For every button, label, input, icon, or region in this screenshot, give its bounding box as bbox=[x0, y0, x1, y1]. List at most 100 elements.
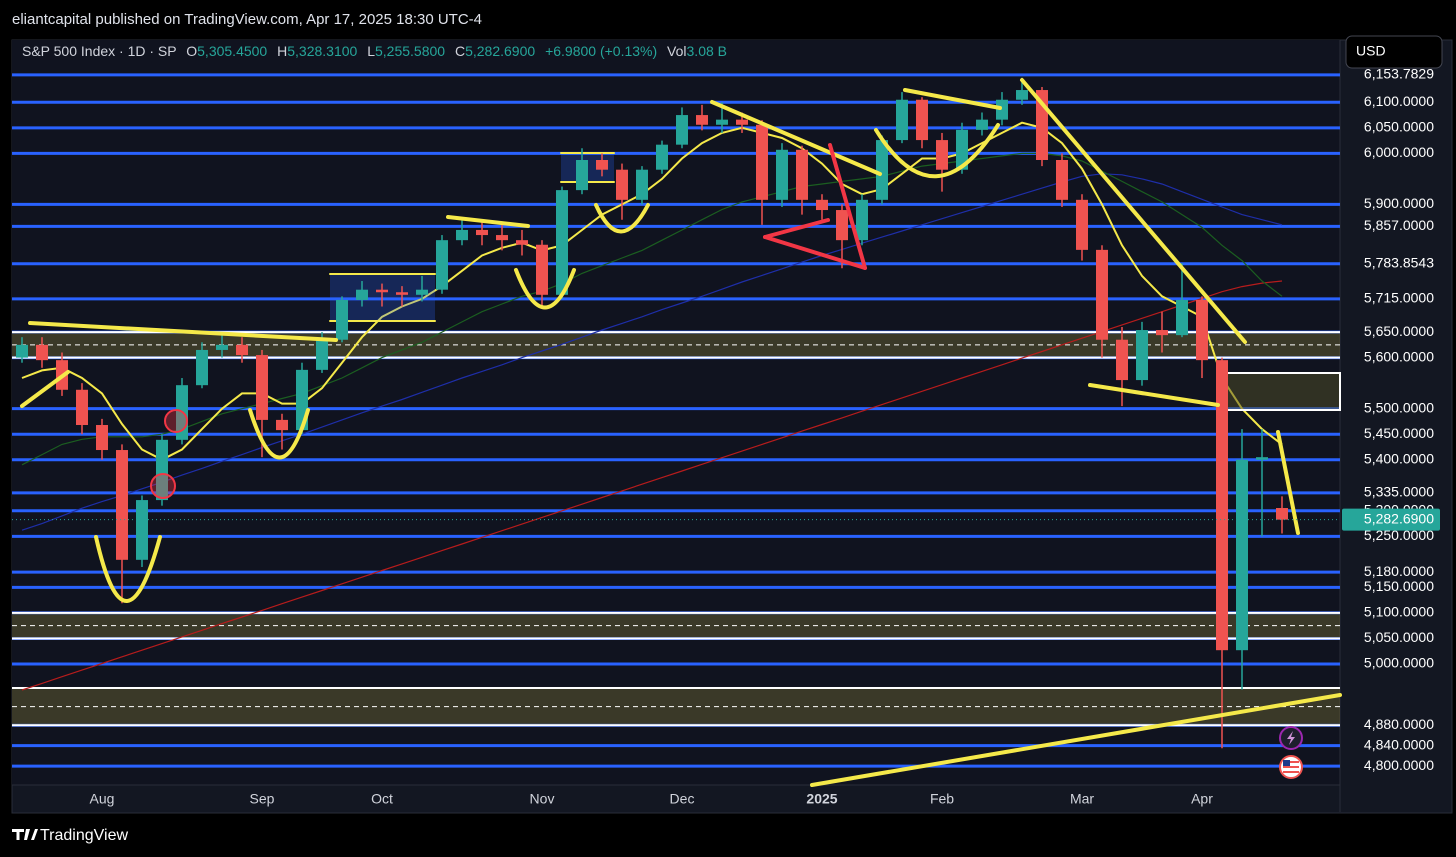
price-label: 5,050.0000 bbox=[1364, 629, 1434, 645]
price-label: 4,840.0000 bbox=[1364, 736, 1434, 752]
x-tick-label: Mar bbox=[1070, 791, 1094, 807]
moving-average bbox=[21, 152, 1283, 466]
zone bbox=[12, 612, 1340, 639]
wedge-line bbox=[828, 143, 867, 270]
zones bbox=[12, 331, 1340, 727]
price-label: 5,180.0000 bbox=[1364, 563, 1434, 579]
price-label: 5,600.0000 bbox=[1364, 348, 1434, 364]
candle-body bbox=[76, 389, 88, 426]
price-label: 6,000.0000 bbox=[1364, 144, 1434, 160]
candle-body bbox=[96, 425, 108, 451]
vol-value: 3.08 B bbox=[687, 43, 727, 59]
support-line bbox=[810, 693, 1342, 787]
candle-body bbox=[616, 169, 628, 200]
moving-averages bbox=[21, 121, 1283, 691]
price-label: 5,500.0000 bbox=[1364, 399, 1434, 415]
x-tick-label: Dec bbox=[670, 791, 695, 807]
x-tick-label: Oct bbox=[371, 791, 393, 807]
price-label: 5,000.0000 bbox=[1364, 655, 1434, 671]
marker-circle bbox=[150, 473, 176, 499]
candle-body bbox=[896, 99, 908, 141]
price-label: 5,650.0000 bbox=[1364, 323, 1434, 339]
trendline bbox=[1020, 78, 1247, 344]
marker-circle bbox=[164, 409, 188, 433]
plot-area bbox=[12, 40, 1340, 785]
event-glyph bbox=[1287, 731, 1295, 745]
candle-body bbox=[1116, 339, 1128, 381]
flag-canton bbox=[1283, 760, 1290, 766]
candle-body bbox=[416, 289, 428, 295]
x-tick-label: 2025 bbox=[806, 791, 837, 807]
price-label: 5,400.0000 bbox=[1364, 450, 1434, 466]
candle-body bbox=[556, 190, 568, 295]
candle-body bbox=[516, 240, 528, 245]
candle-body bbox=[376, 289, 388, 293]
h-value: 5,328.3100 bbox=[287, 43, 357, 59]
price-label: 5,715.0000 bbox=[1364, 290, 1434, 306]
trendline bbox=[710, 100, 882, 176]
candle-body bbox=[1056, 159, 1068, 200]
candle-body bbox=[916, 99, 928, 141]
l-key: L bbox=[367, 43, 375, 59]
wedge-line bbox=[763, 218, 830, 239]
candle-body bbox=[456, 229, 468, 241]
flag-stripe bbox=[1283, 771, 1299, 773]
trendlines bbox=[20, 78, 1342, 787]
candles bbox=[16, 77, 1288, 749]
cup bbox=[874, 123, 1000, 179]
cup bbox=[94, 535, 162, 603]
candle-body bbox=[756, 124, 768, 200]
price-label: 6,100.0000 bbox=[1364, 93, 1434, 109]
legend-line: S&P 500 Index · 1D · SP O5,305.4500 H5,3… bbox=[22, 43, 727, 59]
candle-body bbox=[536, 244, 548, 295]
price-label: 5,100.0000 bbox=[1364, 604, 1434, 620]
candle-body bbox=[356, 289, 368, 300]
trendline bbox=[446, 215, 530, 228]
candle-body bbox=[716, 119, 728, 125]
candle-body bbox=[996, 99, 1008, 120]
x-tick-label: Nov bbox=[530, 791, 555, 807]
price-label: 4,800.0000 bbox=[1364, 757, 1434, 773]
candle-body bbox=[936, 140, 948, 170]
candle-body bbox=[976, 119, 988, 130]
x-tick-label: Sep bbox=[250, 791, 275, 807]
candle-body bbox=[736, 119, 748, 125]
price-label: 5,335.0000 bbox=[1364, 484, 1434, 500]
price-label: 5,150.0000 bbox=[1364, 578, 1434, 594]
candle-body bbox=[276, 419, 288, 431]
candle-body bbox=[16, 344, 28, 358]
footer-brand: TradingView bbox=[40, 827, 128, 844]
c-key: C bbox=[455, 43, 465, 59]
cup bbox=[248, 408, 310, 460]
flag-stripe bbox=[1283, 766, 1299, 768]
trendline bbox=[20, 370, 70, 408]
currency-label[interactable]: USD bbox=[1356, 43, 1386, 59]
candle-body bbox=[1136, 330, 1148, 381]
candle-body bbox=[1216, 360, 1228, 651]
gap-box bbox=[1217, 372, 1341, 411]
candle-body bbox=[316, 339, 328, 370]
price-label: 6,050.0000 bbox=[1364, 119, 1434, 135]
logo-mark bbox=[12, 829, 38, 840]
candle-body bbox=[476, 229, 488, 236]
wedge-line bbox=[763, 235, 867, 270]
o-key: O bbox=[186, 43, 197, 59]
trendline bbox=[1276, 430, 1300, 535]
c-value: 5,282.6900 bbox=[465, 43, 535, 59]
candle-body bbox=[496, 235, 508, 241]
price-label: 5,783.8543 bbox=[1364, 254, 1434, 270]
candle-body bbox=[216, 344, 228, 350]
cup bbox=[594, 203, 650, 234]
candle-body bbox=[1016, 90, 1028, 100]
candle-body bbox=[876, 140, 888, 200]
price-label: 5,857.0000 bbox=[1364, 217, 1434, 233]
candle-body bbox=[1196, 299, 1208, 361]
currency-button[interactable] bbox=[1345, 35, 1443, 69]
candle-body bbox=[636, 169, 648, 200]
candle-body bbox=[436, 240, 448, 290]
last-price-tag bbox=[1342, 508, 1440, 531]
candle-body bbox=[236, 344, 248, 356]
moving-average bbox=[21, 173, 1283, 531]
